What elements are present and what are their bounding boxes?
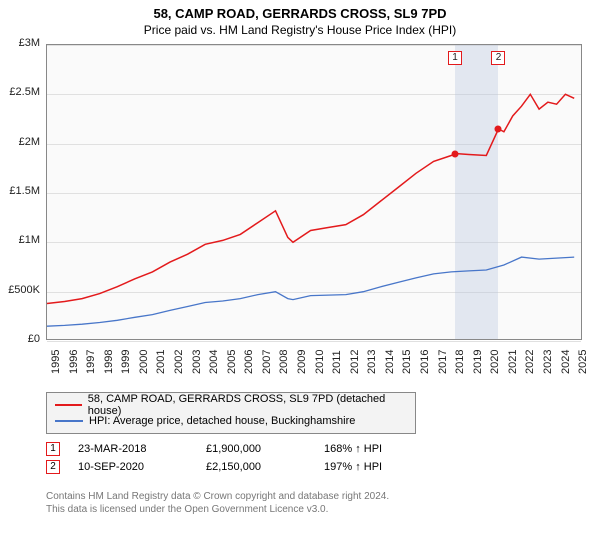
x-tick-label: 2015: [401, 350, 413, 374]
x-tick-label: 2024: [560, 350, 572, 374]
attribution-line1: Contains HM Land Registry data © Crown c…: [46, 490, 389, 503]
legend: 58, CAMP ROAD, GERRARDS CROSS, SL9 7PD (…: [46, 392, 416, 434]
y-tick-label: £1.5M: [0, 185, 40, 197]
chart-subtitle: Price paid vs. HM Land Registry's House …: [0, 21, 600, 37]
footnote-pct: 197% ↑ HPI: [324, 461, 382, 473]
x-tick-label: 2010: [314, 350, 326, 374]
y-tick-label: £2.5M: [0, 86, 40, 98]
line-layer: [47, 45, 581, 339]
legend-label: 58, CAMP ROAD, GERRARDS CROSS, SL9 7PD (…: [88, 393, 407, 417]
x-tick-label: 2021: [507, 350, 519, 374]
x-tick-label: 2002: [173, 350, 185, 374]
x-tick-label: 1999: [120, 350, 132, 374]
x-tick-label: 2005: [226, 350, 238, 374]
x-tick-label: 2003: [191, 350, 203, 374]
x-tick-label: 2020: [489, 350, 501, 374]
x-tick-label: 2004: [208, 350, 220, 374]
attribution-line2: This data is licensed under the Open Gov…: [46, 503, 389, 516]
plot-area: 12: [46, 44, 582, 340]
x-tick-label: 2006: [243, 350, 255, 374]
x-tick-label: 2019: [472, 350, 484, 374]
legend-swatch: [55, 404, 82, 406]
footnote-date: 23-MAR-2018: [78, 443, 188, 455]
x-tick-label: 1997: [85, 350, 97, 374]
y-tick-label: £500K: [0, 284, 40, 296]
attribution: Contains HM Land Registry data © Crown c…: [46, 490, 389, 516]
x-tick-label: 2023: [542, 350, 554, 374]
x-tick-label: 2011: [331, 350, 343, 374]
x-tick-label: 2000: [138, 350, 150, 374]
x-tick-label: 2013: [366, 350, 378, 374]
x-tick-label: 2017: [437, 350, 449, 374]
x-tick-label: 1995: [50, 350, 62, 374]
chart-title: 58, CAMP ROAD, GERRARDS CROSS, SL9 7PD: [0, 0, 600, 21]
y-tick-label: £2M: [0, 136, 40, 148]
x-tick-label: 2007: [261, 350, 273, 374]
x-tick-label: 1996: [68, 350, 80, 374]
footnote-price: £2,150,000: [206, 461, 306, 473]
footnote-pct: 168% ↑ HPI: [324, 443, 382, 455]
marker-label: 2: [491, 51, 505, 65]
x-tick-label: 2018: [454, 350, 466, 374]
x-tick-label: 2001: [155, 350, 167, 374]
x-tick-label: 2008: [278, 350, 290, 374]
x-tick-label: 2022: [524, 350, 536, 374]
footnote-marker: 2: [46, 460, 60, 474]
series-hpi: [47, 257, 574, 326]
x-tick-label: 2025: [577, 350, 589, 374]
footnote-row: 2 10-SEP-2020 £2,150,000 197% ↑ HPI: [46, 458, 382, 476]
chart-container: 58, CAMP ROAD, GERRARDS CROSS, SL9 7PD P…: [0, 0, 600, 560]
marker-dot: [452, 150, 459, 157]
y-tick-label: £1M: [0, 234, 40, 246]
footnote-price: £1,900,000: [206, 443, 306, 455]
x-tick-label: 2014: [384, 350, 396, 374]
legend-row: HPI: Average price, detached house, Buck…: [55, 413, 407, 429]
footnotes: 1 23-MAR-2018 £1,900,000 168% ↑ HPI 2 10-SEP-…: [46, 440, 382, 476]
legend-label: HPI: Average price, detached house, Buck…: [89, 415, 355, 427]
y-tick-label: £0: [0, 333, 40, 345]
footnote-marker: 1: [46, 442, 60, 456]
y-tick-label: £3M: [0, 37, 40, 49]
footnote-row: 1 23-MAR-2018 £1,900,000 168% ↑ HPI: [46, 440, 382, 458]
legend-swatch: [55, 420, 83, 422]
x-tick-label: 1998: [103, 350, 115, 374]
legend-row: 58, CAMP ROAD, GERRARDS CROSS, SL9 7PD (…: [55, 397, 407, 413]
x-tick-label: 2012: [349, 350, 361, 374]
x-tick-label: 2016: [419, 350, 431, 374]
x-tick-label: 2009: [296, 350, 308, 374]
gridline-y: [47, 341, 581, 342]
footnote-date: 10-SEP-2020: [78, 461, 188, 473]
marker-label: 1: [448, 51, 462, 65]
marker-dot: [495, 125, 502, 132]
